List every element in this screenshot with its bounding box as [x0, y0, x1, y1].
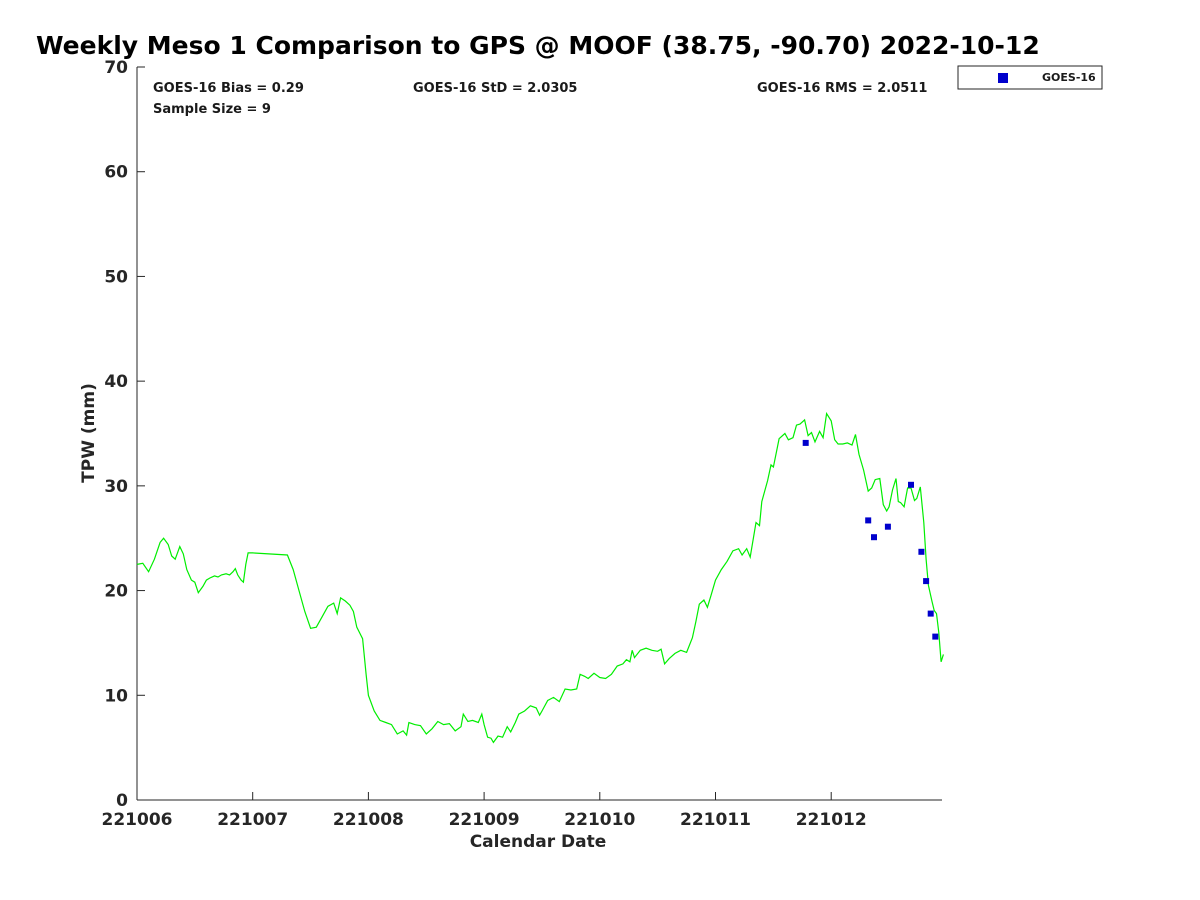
x-tick-label: 221009	[449, 810, 520, 830]
goes16-point	[908, 481, 914, 488]
plot-area	[136, 67, 942, 801]
x-tick-label: 221012	[796, 810, 867, 830]
y-tick-label: 50	[104, 267, 128, 287]
goes16-point	[802, 439, 809, 446]
x-tick-label: 221006	[102, 810, 173, 830]
legend-marker-goes16	[998, 73, 1008, 83]
stat-sample-size: Sample Size = 9	[153, 102, 271, 117]
y-tick-label: 40	[104, 372, 128, 392]
goes16-point	[932, 633, 939, 640]
x-axis-title: Calendar Date	[470, 832, 607, 852]
legend-box	[957, 65, 1103, 90]
goes16-point	[884, 523, 891, 530]
stat-rms: GOES-16 RMS = 2.0511	[757, 81, 927, 96]
y-tick-label: 0	[116, 791, 128, 811]
gps-tpw-line	[136, 411, 944, 744]
x-tick-label: 221011	[680, 810, 751, 830]
y-tick-label: 70	[104, 58, 128, 78]
goes16-point	[865, 517, 872, 524]
stat-bias: GOES-16 Bias = 0.29	[153, 81, 304, 96]
x-ticks: 221006 221007 221008 221009 221010 221011 2210…	[102, 792, 867, 830]
goes16-point	[918, 548, 925, 555]
chart-title: Weekly Meso 1 Comparison to GPS @ MOOF (…	[36, 31, 1040, 60]
goes16-point	[927, 610, 934, 617]
y-tick-label: 30	[104, 477, 128, 497]
legend: GOES-16	[957, 65, 1103, 90]
x-tick-label: 221010	[564, 810, 635, 830]
y-tick-label: 10	[104, 686, 128, 706]
stat-std: GOES-16 StD = 2.0305	[413, 81, 577, 96]
goes16-point	[923, 578, 930, 585]
goes16-point	[871, 534, 877, 541]
y-axis-title: TPW (mm)	[79, 383, 99, 483]
x-tick-label: 221008	[333, 810, 404, 830]
x-tick-label: 221007	[217, 810, 288, 830]
y-tick-label: 20	[104, 582, 128, 602]
y-ticks: 0 10 20 30 40 50 60 70	[104, 58, 145, 811]
y-tick-label: 60	[104, 163, 128, 183]
legend-label-goes16: GOES-16	[1042, 71, 1096, 84]
series-layer	[136, 411, 944, 744]
